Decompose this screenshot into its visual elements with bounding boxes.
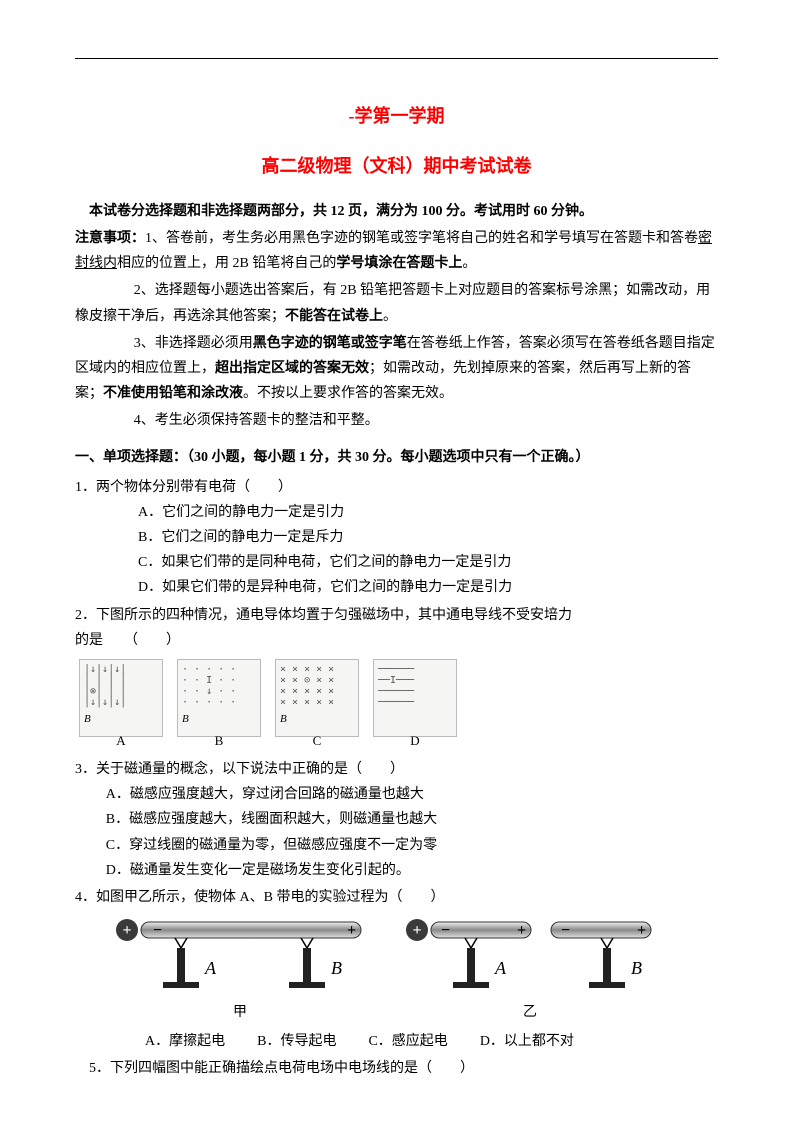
- semester-title: -学第一学期: [75, 100, 718, 132]
- q3-opt-a: A．磁感应强度越大，穿过闭合回路的磁通量也越大: [106, 782, 718, 807]
- q2-pat-c: × × × × × × × ⊙ × × × × × × × × × × × ×: [280, 664, 354, 718]
- q4-cap-2: 乙: [405, 1000, 655, 1025]
- q4-svg-2: + − + − + A B: [405, 916, 665, 998]
- question-4: 4．如图甲乙所示，使物体 A、B 带电的实验过程为（ ） + − +: [75, 885, 718, 1055]
- q2-fig-d: ────── ──I─── ────── ────── D: [373, 659, 457, 737]
- q5-stem: 5．下列四幅图中能正确描绘点电荷电场中电场线的是（ ）: [75, 1056, 718, 1081]
- q4-opt-d: D．以上都不对: [480, 1029, 574, 1054]
- q4-fig-1: + − + A B 甲: [115, 916, 365, 1025]
- question-5: 5．下列四幅图中能正确描绘点电荷电场中电场线的是（ ）: [75, 1056, 718, 1081]
- n2c: 。: [383, 309, 397, 324]
- q1-opt-c: C．如果它们带的是同种电荷，它们之间的静电力一定是引力: [138, 550, 718, 575]
- q2-pat-a: │↓│↓│↓│ │ │ │ │ │⊗│ │ │ │↓│↓│↓│: [84, 664, 158, 718]
- q3-opt-b: B．磁感应强度越大，线圈面积越大，则磁通量也越大: [106, 807, 718, 832]
- n1d: 学号填涂在答题卡上: [336, 256, 462, 271]
- q4-stem: 4．如图甲乙所示，使物体 A、B 带电的实验过程为（ ）: [75, 885, 718, 910]
- notice-label: 注意事项：: [75, 231, 145, 246]
- svg-text:−: −: [561, 922, 570, 939]
- q2-label-c: C: [313, 729, 322, 752]
- n3a: 3、非选择题必须用: [134, 336, 253, 351]
- n3f: 不准使用铅笔和涂改液: [103, 386, 243, 401]
- svg-text:+: +: [347, 922, 356, 939]
- q4-opt-b: B．传导起电: [257, 1029, 336, 1054]
- q2-b-label-a: B: [84, 710, 91, 730]
- n1e: 。: [462, 256, 476, 271]
- q4-1-B: B: [331, 958, 342, 978]
- svg-text:−: −: [441, 922, 450, 939]
- q4-fig-2: + − + − + A B 乙: [405, 916, 655, 1025]
- svg-text:+: +: [637, 922, 646, 939]
- q2-b-label-b: B: [182, 710, 189, 730]
- svg-text:+: +: [122, 922, 131, 939]
- question-3: 3．关于磁通量的概念，以下说法中正确的是（ ） A．磁感应强度越大，穿过闭合回路…: [75, 757, 718, 883]
- n3g: 。不按以上要求作答的答案无效。: [243, 386, 453, 401]
- notice-item-1: 注意事项：1、答卷前，考生务必用黑色字迹的钢笔或签字笔将自己的姓名和学号填写在答…: [75, 226, 718, 276]
- q2-figures: │↓│↓│↓│ │ │ │ │ │⊗│ │ │ │↓│↓│↓│ B A · · …: [75, 659, 718, 737]
- q4-svg-1: + − + A B: [115, 916, 365, 998]
- spacer: [75, 741, 718, 755]
- q3-opt-c: C．穿过线圈的磁通量为零，但磁感应强度不一定为零: [106, 833, 718, 858]
- question-2: 2．下图所示的四种情况，通电导体均置于匀强磁场中，其中通电导线不受安培力 的是 …: [75, 603, 718, 755]
- n2b: 不能答在试卷上: [285, 309, 383, 324]
- q2-fig-a: │↓│↓│↓│ │ │ │ │ │⊗│ │ │ │↓│↓│↓│ B A: [79, 659, 163, 737]
- n1a: 1、答卷前，考生务必用黑色字迹的钢笔或签字笔将自己的姓名和学号填写在答题卡和答卷: [145, 231, 698, 246]
- q1-options: A．它们之间的静电力一定是引力 B．它们之间的静电力一定是斥力 C．如果它们带的…: [75, 500, 718, 601]
- q2-pat-b: · · · · · · · I · · · · ↓ · · · · · · ·: [182, 664, 256, 718]
- q1-opt-b: B．它们之间的静电力一定是斥力: [138, 525, 718, 550]
- notice-item-4: 4、考生必须保持答题卡的整洁和平整。: [75, 408, 718, 433]
- q1-opt-d: D．如果它们带的是异种电荷，它们之间的静电力一定是引力: [138, 575, 718, 600]
- q4-opt-c: C．感应起电: [368, 1029, 447, 1054]
- n3d: 超出指定区域的答案无效: [215, 361, 369, 376]
- q1-opt-a: A．它们之间的静电力一定是引力: [138, 500, 718, 525]
- q2-label-d: D: [410, 729, 419, 752]
- exam-title: 高二级物理（文科）期中考试试卷: [75, 150, 718, 182]
- q4-opt-a: A．摩擦起电: [145, 1029, 225, 1054]
- q2-label-a: A: [116, 729, 125, 752]
- q2-fig-b: · · · · · · · I · · · · ↓ · · · · · · · …: [177, 659, 261, 737]
- svg-text:+: +: [517, 922, 526, 939]
- q2-stem1: 2．下图所示的四种情况，通电导体均置于匀强磁场中，其中通电导线不受安培力: [75, 603, 718, 628]
- svg-text:+: +: [412, 922, 421, 939]
- q3-opt-d: D．磁通量发生变化一定是磁场发生变化引起的。: [106, 858, 718, 883]
- question-1: 1．两个物体分别带有电荷（ ） A．它们之间的静电力一定是引力 B．它们之间的静…: [75, 475, 718, 601]
- intro-text: 本试卷分选择题和非选择题两部分，共 12 页，满分为 100 分。考试用时 60…: [75, 199, 718, 224]
- q4-2-B: B: [631, 958, 642, 978]
- q4-cap-1: 甲: [115, 1000, 365, 1025]
- section-1-head: 一、单项选择题：（30 小题，每小题 1 分，共 30 分。每小题选项中只有一个…: [75, 445, 718, 470]
- notice-item-2: 2、选择题每小题选出答案后，有 2B 铅笔把答题卡上对应题目的答案标号涂黑；如需…: [75, 278, 718, 328]
- q4-2-A: A: [494, 958, 507, 978]
- n3b: 黑色字迹的钢笔或签字笔: [253, 336, 407, 351]
- notice-block: 注意事项：1、答卷前，考生务必用黑色字迹的钢笔或签字笔将自己的姓名和学号填写在答…: [75, 226, 718, 434]
- q2-fig-c: × × × × × × × ⊙ × × × × × × × × × × × × …: [275, 659, 359, 737]
- q4-options: A．摩擦起电 B．传导起电 C．感应起电 D．以上都不对: [75, 1029, 718, 1054]
- q3-options: A．磁感应强度越大，穿过闭合回路的磁通量也越大 B．磁感应强度越大，线圈面积越大…: [75, 782, 718, 883]
- q3-stem: 3．关于磁通量的概念，以下说法中正确的是（ ）: [75, 757, 718, 782]
- q4-1-A: A: [204, 958, 217, 978]
- q1-stem: 1．两个物体分别带有电荷（ ）: [75, 475, 718, 500]
- q2-stem2: 的是 （ ）: [75, 628, 718, 653]
- q2-pat-d: ────── ──I─── ────── ──────: [378, 664, 452, 718]
- n1c: 相应的位置上，用 2B 铅笔将自己的: [117, 256, 336, 271]
- q2-label-b: B: [215, 729, 224, 752]
- q4-figures: + − + A B 甲: [115, 916, 718, 1025]
- svg-text:−: −: [153, 922, 162, 939]
- notice-item-3: 3、非选择题必须用黑色字迹的钢笔或签字笔在答卷纸上作答，答案必须写在答卷纸各题目…: [75, 331, 718, 407]
- top-rule: [75, 58, 718, 59]
- q2-b-label-c: B: [280, 710, 287, 730]
